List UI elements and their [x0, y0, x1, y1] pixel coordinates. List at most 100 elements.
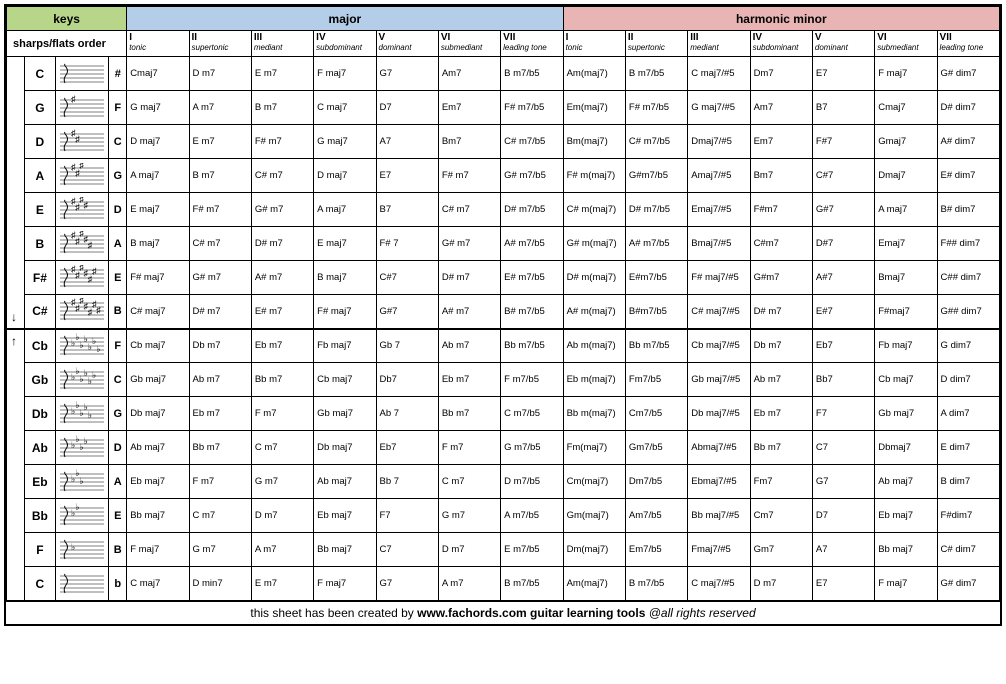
minor-chord: Dbmaj7 — [875, 431, 937, 465]
major-chord: Db maj7 — [314, 431, 376, 465]
minor-chord: Cm7/b5 — [625, 397, 687, 431]
deg-major-5: Vdominant — [376, 31, 438, 57]
major-chord: E# m7 — [251, 295, 313, 329]
major-chord: Ab maj7 — [314, 465, 376, 499]
major-chord: Bb maj7 — [314, 533, 376, 567]
key-row-a: A♯♯♯GA maj7B m7C# m7D maj7E7F# m7G# m7/b… — [7, 159, 1000, 193]
major-chord: Am7 — [438, 57, 500, 91]
minor-chord: Cb maj7 — [875, 363, 937, 397]
svg-text:♭: ♭ — [80, 476, 84, 486]
deg-minor-4: IVsubdominant — [750, 31, 812, 57]
key-row-e: E♯♯♯♯DE maj7F# m7G# m7A maj7B7C# m7D# m7… — [7, 193, 1000, 227]
major-chord: G maj7 — [314, 125, 376, 159]
accidental-order: B — [109, 533, 127, 567]
key-row-flat: B♯♯♯♯♯AB maj7C# m7D# m7E maj7F# 7G# m7A#… — [7, 227, 1000, 261]
minor-chord: Em7 — [750, 125, 812, 159]
minor-chord: C## dim7 — [937, 261, 999, 295]
minor-chord: Ab m7 — [750, 363, 812, 397]
key-name: C# — [24, 295, 55, 329]
major-chord: F maj7 — [127, 533, 189, 567]
major-chord: D maj7 — [314, 159, 376, 193]
minor-chord: D m7 — [750, 567, 812, 601]
minor-chord: E#7 — [812, 295, 874, 329]
minor-chord: F# maj7/#5 — [688, 261, 750, 295]
major-chord: C maj7 — [314, 91, 376, 125]
minor-chord: F## dim7 — [937, 227, 999, 261]
minor-chord: Dm7 — [750, 57, 812, 91]
key-signature-staff — [55, 567, 108, 601]
header-row-2: sharps/flats order Itonic IIsupertonic I… — [7, 31, 1000, 57]
major-chord: G m7 — [189, 533, 251, 567]
major-chord: D m7 — [251, 499, 313, 533]
major-chord: F maj7 — [314, 567, 376, 601]
major-chord: C m7 — [438, 465, 500, 499]
major-chord: E maj7 — [314, 227, 376, 261]
minor-chord: A# dim7 — [937, 125, 999, 159]
key-row-eflat: Eb♭♭♭AEb maj7F m7G m7Ab maj7Bb 7C m7D m7… — [7, 465, 1000, 499]
minor-chord: G#7 — [812, 193, 874, 227]
key-signature-staff: ♭♭♭♭ — [55, 431, 108, 465]
key-name: F — [24, 533, 55, 567]
major-chord: B m7 — [189, 159, 251, 193]
minor-chord: B m7/b5 — [625, 567, 687, 601]
minor-chord: D dim7 — [937, 363, 999, 397]
major-chord: F m7 — [438, 431, 500, 465]
minor-chord: G maj7/#5 — [688, 91, 750, 125]
major-chord: G# m7/b5 — [501, 159, 563, 193]
major-chord: D# m7/b5 — [501, 193, 563, 227]
major-chord: Ab maj7 — [127, 431, 189, 465]
minor-chord: Ebmaj7/#5 — [688, 465, 750, 499]
sharps-flats-label: sharps/flats order — [7, 31, 127, 57]
minor-chord: Gm7/b5 — [625, 431, 687, 465]
key-name: E — [24, 193, 55, 227]
key-signature-staff: ♯♯ — [55, 125, 108, 159]
minor-chord: D# m(maj7) — [563, 261, 625, 295]
minor-chord: Fm(maj7) — [563, 431, 625, 465]
minor-chord: Bb maj7/#5 — [688, 499, 750, 533]
key-name: D — [24, 125, 55, 159]
accidental-order: C — [109, 125, 127, 159]
minor-chord: Fm7 — [750, 465, 812, 499]
major-chord: B maj7 — [127, 227, 189, 261]
minor-chord: E#m7/b5 — [625, 261, 687, 295]
minor-chord: Fm7/b5 — [625, 363, 687, 397]
minor-chord: Gm7 — [750, 533, 812, 567]
minor-chord: F#maj7 — [875, 295, 937, 329]
minor-chord: A maj7 — [875, 193, 937, 227]
minor-chord: A dim7 — [937, 397, 999, 431]
accidental-order: B — [109, 295, 127, 329]
accidental-order: C — [109, 363, 127, 397]
minor-chord: Fb maj7 — [875, 329, 937, 363]
major-chord: A# m7 — [251, 261, 313, 295]
minor-chord: F# m7/b5 — [625, 91, 687, 125]
minor-chord: Dmaj7 — [875, 159, 937, 193]
major-chord: B7 — [376, 193, 438, 227]
major-chord: F m7 — [189, 465, 251, 499]
key-name: Bb — [24, 499, 55, 533]
major-chord: Ab 7 — [376, 397, 438, 431]
footer-pre: this sheet has been created by — [250, 606, 417, 620]
major-chord: Bb m7 — [189, 431, 251, 465]
svg-text:♭: ♭ — [84, 436, 88, 446]
svg-text:♯: ♯ — [71, 95, 76, 104]
header-row-1: keys major harmonic minor — [7, 7, 1000, 31]
minor-chord: C# m(maj7) — [563, 193, 625, 227]
minor-chord: Bb m7/b5 — [625, 329, 687, 363]
major-chord: B m7/b5 — [501, 57, 563, 91]
major-chord: G# m7 — [438, 227, 500, 261]
minor-chord: Fmaj7/#5 — [688, 533, 750, 567]
deg-major-3: IIImediant — [251, 31, 313, 57]
major-chord: Gb 7 — [376, 329, 438, 363]
svg-text:♭: ♭ — [75, 503, 79, 512]
minor-chord: Bb m(maj7) — [563, 397, 625, 431]
major-chord: F# m7 — [438, 159, 500, 193]
key-name: Eb — [24, 465, 55, 499]
major-chord: F m7 — [251, 397, 313, 431]
minor-chord: Abmaj7/#5 — [688, 431, 750, 465]
major-chord: A m7 — [438, 567, 500, 601]
major-chord: B m7/b5 — [501, 567, 563, 601]
major-chord: F# m7 — [189, 193, 251, 227]
major-chord: G7 — [376, 567, 438, 601]
major-chord: C m7/b5 — [501, 397, 563, 431]
major-chord: E7 — [376, 159, 438, 193]
